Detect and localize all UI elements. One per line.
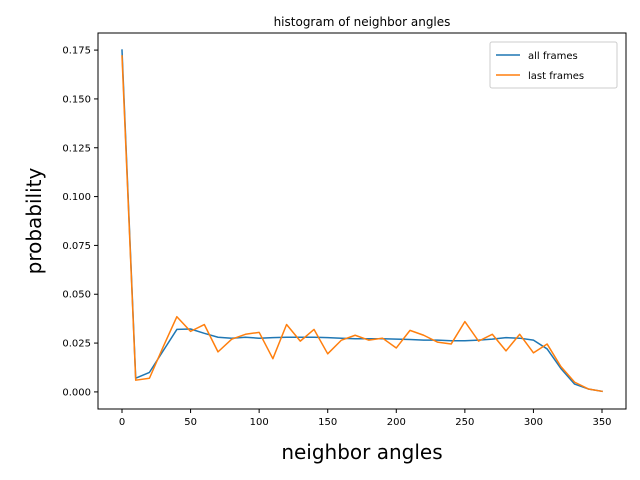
legend-label-all-frames: all frames [528, 51, 578, 62]
x-tick-label: 100 [250, 417, 269, 428]
x-tick-label: 150 [318, 417, 337, 428]
y-tick-label: 0.175 [62, 46, 91, 57]
y-axis-label: probability [22, 167, 46, 274]
y-tick-label: 0.050 [62, 290, 91, 301]
series-line-last-frames [121, 55, 603, 393]
plot-frame [97, 32, 627, 410]
y-tick-label: 0.075 [62, 241, 91, 252]
chart-title: histogram of neighbor angles [274, 15, 451, 29]
legend: all frames last frames [489, 41, 618, 89]
x-tick-label: 0 [119, 417, 125, 428]
series-layer [121, 49, 603, 393]
y-tick-label: 0.025 [62, 339, 91, 350]
x-tick-label: 300 [524, 417, 543, 428]
x-axis-label: neighbor angles [281, 440, 442, 464]
x-tick-label: 50 [184, 417, 197, 428]
x-tick-label: 250 [455, 417, 474, 428]
x-tick-label: 350 [592, 417, 611, 428]
legend-label-last-frames: last frames [528, 71, 584, 82]
y-tick-label: 0.000 [62, 387, 91, 398]
y-tick-label: 0.125 [62, 143, 91, 154]
legend-box [489, 41, 618, 89]
y-tick-label: 0.100 [62, 192, 91, 203]
y-tick-label: 0.150 [62, 94, 91, 105]
x-tick-label: 200 [387, 417, 406, 428]
axes-layer: 0 50 100 150 200 250 300 350 0.000 0.025 0.050 0.07… [62, 46, 611, 428]
